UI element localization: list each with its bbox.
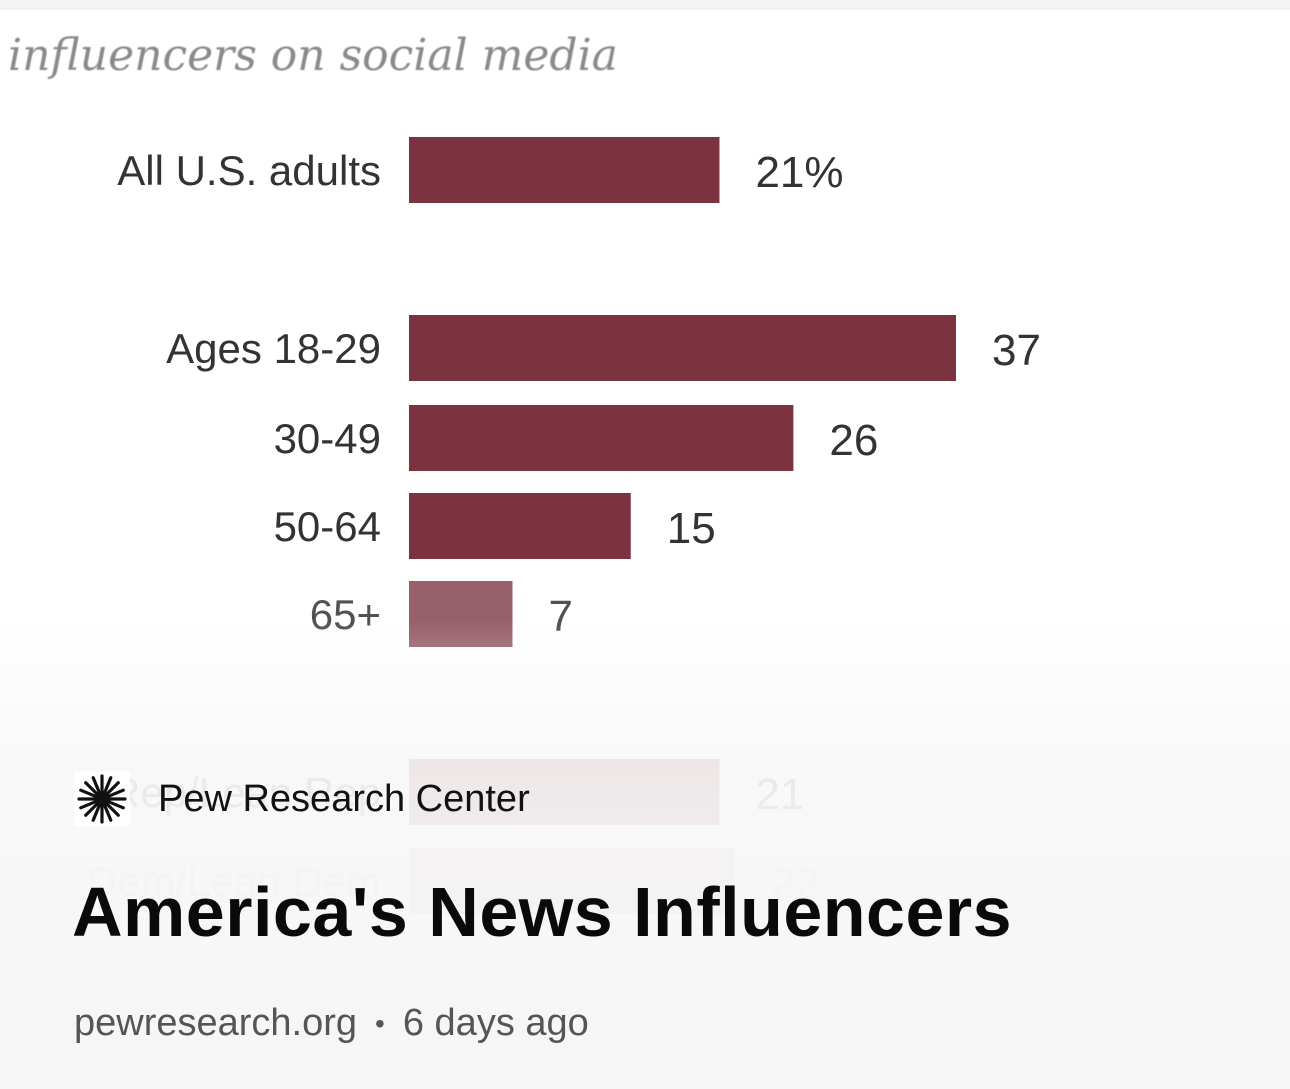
pew-sunburst-icon [74,771,130,827]
category-label-1: Ages 18-29 [166,325,381,372]
published-age: 6 days ago [402,1002,589,1044]
separator-dot: • [375,1007,385,1039]
headline[interactable]: America's News Influencers [72,873,1013,951]
value-label-3: 15 [667,504,716,553]
bar-1 [409,315,956,381]
source-row[interactable]: Pew Research Center [74,770,530,828]
byline: pewresearch.org • 6 days ago [74,1002,589,1045]
bar-3 [409,493,631,559]
sunburst-ray [106,800,125,810]
value-label-0: 21% [755,148,843,197]
sunburst-ray [84,802,99,817]
sunburst-ray [79,800,98,810]
sunburst-ray [91,803,101,822]
sunburst-ray [91,776,101,795]
thumbnail-fade-overlay [0,620,1290,1089]
category-label-2: 30-49 [274,415,381,462]
sunburst-ray [105,781,120,796]
sunburst-ray [105,802,120,817]
sunburst-ray [84,781,99,796]
top-divider [0,0,1290,10]
sunburst-ray [103,776,113,795]
chart-title: influencers on social media [8,30,618,81]
sunburst-core [95,792,109,806]
value-label-1: 37 [992,326,1041,375]
source-name: Pew Research Center [158,777,530,820]
sunburst-ray [106,788,125,798]
category-label-3: 50-64 [274,503,381,550]
value-label-2: 26 [829,416,878,465]
sunburst-ray [79,788,98,798]
bar-0 [409,137,720,203]
bar-chart: All U.S. adults 21% Ages 18-29 37 30-49 26 50-… [87,137,1041,914]
bar-2 [409,405,794,471]
sunburst-ray [103,803,113,822]
source-domain: pewresearch.org [74,1002,358,1044]
category-label-0: All U.S. adults [117,147,381,194]
